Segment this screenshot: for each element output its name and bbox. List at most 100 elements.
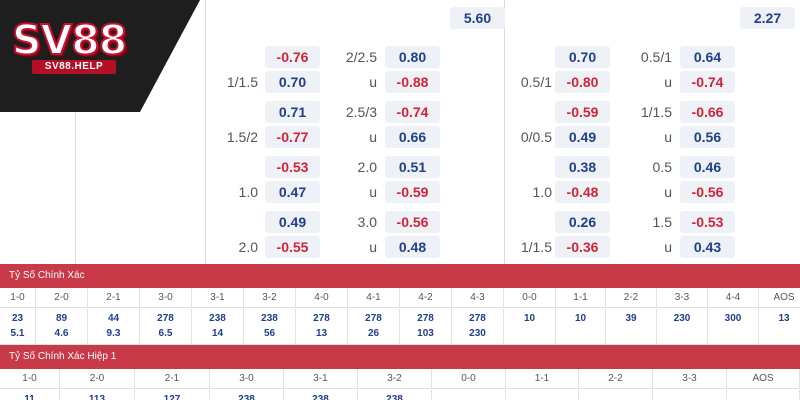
score-header-cell: AOS xyxy=(727,369,800,389)
score-h1-value-row: 11 113 127 238 238 238 xyxy=(0,390,800,400)
score-header-cell: 1-0 xyxy=(0,288,36,308)
odds-chip[interactable]: 0.66 xyxy=(385,126,440,148)
odds-chip[interactable]: -0.66 xyxy=(680,101,735,123)
odds-chip[interactable]: -0.59 xyxy=(555,101,610,123)
score-odds-cell[interactable]: 230 xyxy=(657,309,708,345)
score-odds-cell[interactable]: 11 xyxy=(0,390,60,400)
odds-chip[interactable]: 0.80 xyxy=(385,46,440,68)
score-odds-cell[interactable] xyxy=(653,390,727,400)
odds-chip[interactable]: -0.55 xyxy=(265,236,320,258)
brand-logo[interactable]: SV88 xyxy=(11,16,128,64)
under-label: u xyxy=(369,129,377,145)
score-odds-value: 11 xyxy=(24,394,35,400)
odds-chip[interactable]: 0.49 xyxy=(555,126,610,148)
odds-chip[interactable]: -0.48 xyxy=(555,181,610,203)
odds-chip[interactable]: -0.59 xyxy=(385,181,440,203)
total-line-label: 2.5/3 xyxy=(345,104,377,120)
score-odds-cell[interactable]: 127 xyxy=(135,390,210,400)
score-odds-value: 14 xyxy=(211,328,224,339)
score-odds-value: 238 xyxy=(238,394,255,400)
score-odds-cell[interactable]: 10 xyxy=(504,309,556,345)
under-label: u xyxy=(664,129,672,145)
total-line-label: 1.5 xyxy=(652,214,672,230)
odds-chip[interactable]: -0.36 xyxy=(555,236,610,258)
score-odds-cell[interactable]: 89 4.6 xyxy=(36,309,88,345)
score-odds-cell[interactable]: 10 xyxy=(556,309,606,345)
odds-chip[interactable]: 0.46 xyxy=(680,156,735,178)
odds-chip[interactable]: 0.26 xyxy=(555,211,610,233)
score-odds-value: 10 xyxy=(574,313,587,324)
odds-chip[interactable]: -0.76 xyxy=(265,46,320,68)
score-header-cell: 3-3 xyxy=(653,369,727,389)
score-odds-cell[interactable]: 13 xyxy=(759,309,800,345)
under-label: u xyxy=(369,74,377,90)
handicap-label: 1/1.5 xyxy=(226,74,258,90)
score-odds-value: 5.1 xyxy=(10,328,25,339)
odds-chip[interactable]: 0.38 xyxy=(555,156,610,178)
score-odds-cell[interactable] xyxy=(579,390,653,400)
handicap-label: 1.0 xyxy=(238,184,258,200)
odds-chip[interactable]: 0.64 xyxy=(680,46,735,68)
score-odds-cell[interactable] xyxy=(727,390,800,400)
score-odds-value: 13 xyxy=(778,313,790,324)
score-odds-cell[interactable] xyxy=(506,390,579,400)
odds-chip[interactable]: -0.88 xyxy=(385,71,440,93)
score-odds-cell[interactable]: 44 9.3 xyxy=(88,309,140,345)
score-header-cell: 3-2 xyxy=(358,369,432,389)
score-odds-cell[interactable]: 238 14 xyxy=(192,309,244,345)
score-odds-cell[interactable]: 23 5.1 xyxy=(0,309,36,345)
score-header-cell: 3-0 xyxy=(210,369,284,389)
total-line-label: 2.0 xyxy=(357,159,377,175)
score-odds-cell[interactable] xyxy=(432,390,506,400)
total-line-label: 0.5/1 xyxy=(640,49,672,65)
score-odds-value: 278 xyxy=(469,313,486,324)
score-odds-cell[interactable]: 278 6.5 xyxy=(140,309,192,345)
score-header-cell: 4-4 xyxy=(708,288,759,308)
score-odds-cell[interactable]: 300 xyxy=(708,309,759,345)
odds-chip[interactable]: -0.80 xyxy=(555,71,610,93)
odds-chip[interactable]: 0.49 xyxy=(265,211,320,233)
score-header-cell: 3-2 xyxy=(244,288,296,308)
score-odds-value: 89 xyxy=(55,313,68,324)
score-odds-value: 6.5 xyxy=(158,328,173,339)
score-odds-value: 23 xyxy=(11,313,24,324)
score-odds-cell[interactable]: 278 103 xyxy=(400,309,452,345)
handicap-label: 0/0.5 xyxy=(520,129,552,145)
score-odds-cell[interactable]: 39 xyxy=(606,309,657,345)
odds-chip[interactable]: -0.74 xyxy=(385,101,440,123)
odds-chip[interactable]: -0.53 xyxy=(265,156,320,178)
under-label: u xyxy=(369,184,377,200)
score-odds-cell[interactable]: 238 xyxy=(284,390,358,400)
score-odds-cell[interactable]: 113 xyxy=(60,390,135,400)
score-header-cell: 3-1 xyxy=(192,288,244,308)
odds-chip[interactable]: 0.47 xyxy=(265,181,320,203)
handicap-label: 1.5/2 xyxy=(226,129,258,145)
score-odds-value: 238 xyxy=(261,313,278,324)
section-header-correct-score: Tỷ Số Chính Xác xyxy=(0,264,800,288)
odds-chip[interactable]: 0.71 xyxy=(265,101,320,123)
odds-chip[interactable]: 0.51 xyxy=(385,156,440,178)
score-odds-cell[interactable]: 238 xyxy=(210,390,284,400)
odds-chip[interactable]: -0.77 xyxy=(265,126,320,148)
odds-chip[interactable]: 0.70 xyxy=(555,46,610,68)
odds-chip[interactable]: -0.56 xyxy=(385,211,440,233)
score-odds-cell[interactable]: 238 56 xyxy=(244,309,296,345)
odds-chip[interactable]: -0.74 xyxy=(680,71,735,93)
odds-chip[interactable]: 0.56 xyxy=(680,126,735,148)
score-odds-cell[interactable]: 278 26 xyxy=(348,309,400,345)
odds-chip[interactable]: -0.56 xyxy=(680,181,735,203)
odds-chip[interactable]: -0.53 xyxy=(680,211,735,233)
score-header-cell: 3-1 xyxy=(284,369,358,389)
score-odds-value: 238 xyxy=(386,394,403,400)
odds-chip[interactable]: 0.43 xyxy=(680,236,735,258)
score-odds-cell[interactable]: 238 xyxy=(358,390,432,400)
score-header-cell: AOS xyxy=(759,288,800,308)
odds-chip[interactable]: 5.60 xyxy=(450,7,505,29)
score-odds-cell[interactable]: 278 13 xyxy=(296,309,348,345)
odds-chip[interactable]: 2.27 xyxy=(740,7,795,29)
odds-chip[interactable]: 0.48 xyxy=(385,236,440,258)
score-odds-value: 238 xyxy=(312,394,329,400)
odds-chip[interactable]: 0.70 xyxy=(265,71,320,93)
score-odds-cell[interactable]: 278 230 xyxy=(452,309,504,345)
score-header-cell: 4-0 xyxy=(296,288,348,308)
